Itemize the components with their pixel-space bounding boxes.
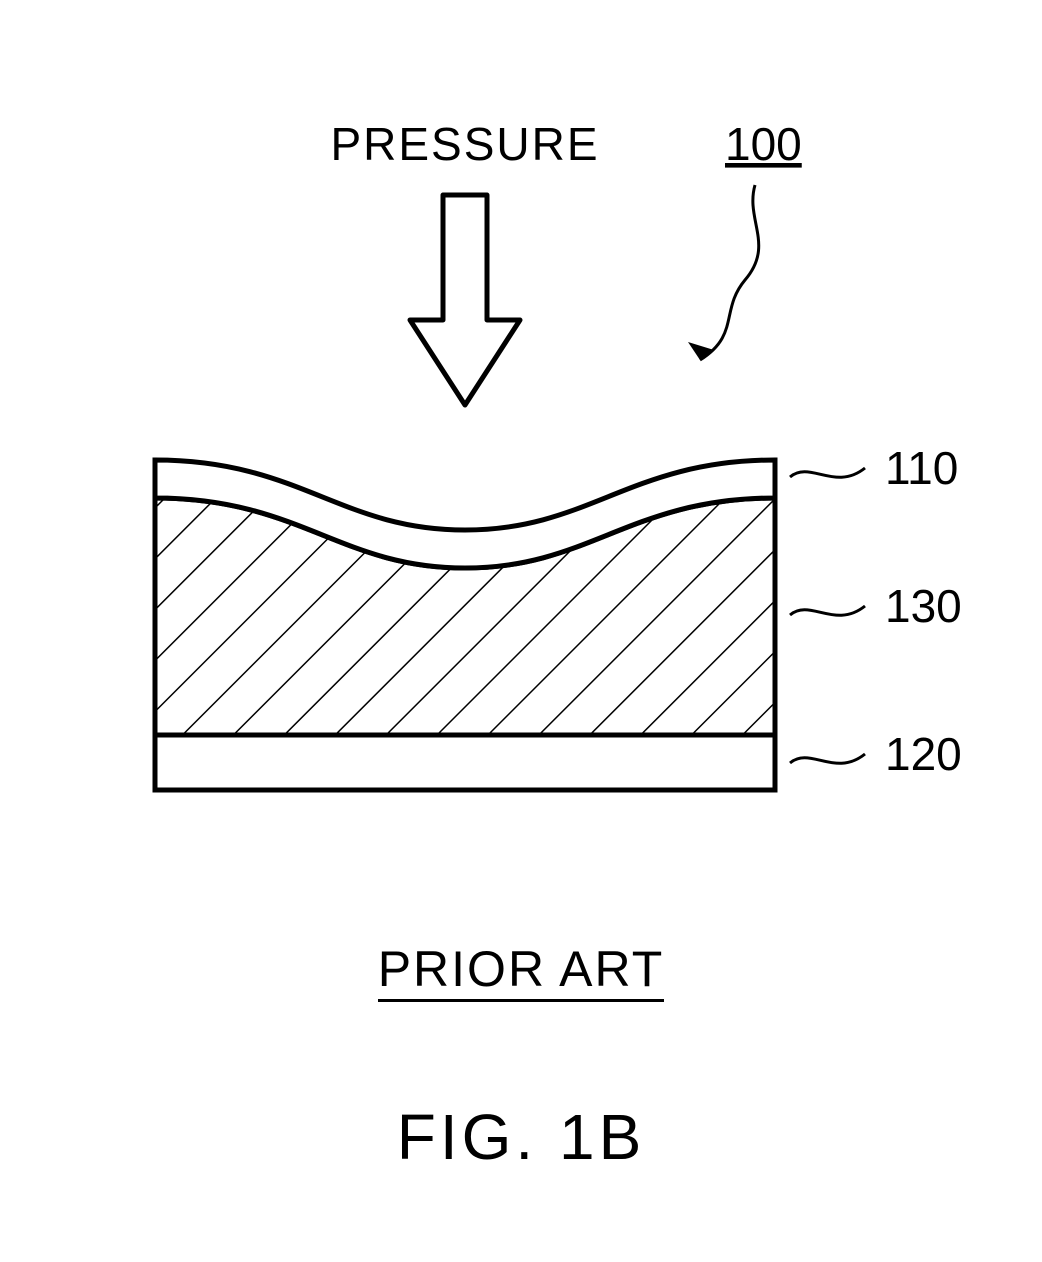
figure-container: PRESSURE 100 110 130 120 PRIOR ART FIG. … xyxy=(0,0,1042,1262)
figure-label: FIG. 1B xyxy=(0,1100,1042,1174)
diagram-svg: PRESSURE 100 110 130 120 xyxy=(0,0,1042,900)
pressure-label: PRESSURE xyxy=(330,118,599,170)
assembly-ref-lead xyxy=(700,185,759,360)
assembly-ref-label: 100 xyxy=(725,118,802,170)
label-130: 130 xyxy=(885,580,962,632)
lead-130 xyxy=(790,606,865,615)
layer-bottom xyxy=(155,735,775,790)
assembly-ref-arrowhead xyxy=(688,342,714,360)
lead-120 xyxy=(790,754,865,763)
lead-110 xyxy=(790,468,865,477)
prior-art-label: PRIOR ART xyxy=(0,940,1042,998)
label-120: 120 xyxy=(885,728,962,780)
label-110: 110 xyxy=(885,442,958,494)
pressure-arrow xyxy=(410,195,520,405)
